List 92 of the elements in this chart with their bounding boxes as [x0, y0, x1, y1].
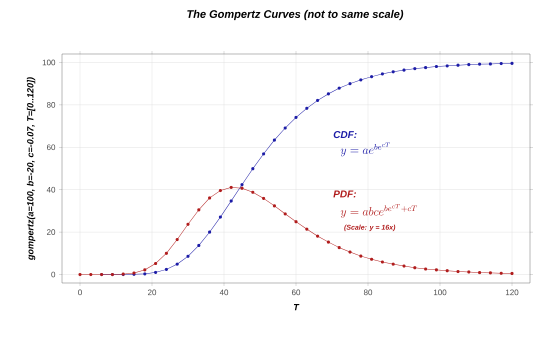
point	[434, 268, 438, 272]
point	[478, 271, 482, 274]
point	[392, 262, 395, 266]
point	[370, 75, 374, 78]
point	[197, 208, 200, 212]
point	[500, 272, 503, 275]
point	[510, 62, 514, 65]
x-tick-label: 120	[506, 290, 518, 296]
x-tick-label: 80	[364, 290, 372, 296]
x-tick-label: 0	[78, 290, 82, 296]
point	[359, 254, 362, 258]
point	[272, 204, 276, 208]
point	[316, 234, 320, 238]
point	[413, 67, 416, 70]
x-tick-label: 60	[292, 290, 300, 296]
point	[488, 62, 492, 66]
chart-title: The Gompertz Curves (not to same scale)	[187, 10, 404, 20]
point	[316, 98, 320, 102]
point	[456, 64, 460, 67]
point	[402, 68, 406, 72]
annotation: $y = abce^{be^{cT}+cT}$	[340, 204, 418, 218]
point	[359, 78, 362, 82]
y-tick-label: 100	[42, 60, 56, 66]
point	[154, 262, 158, 266]
point	[392, 70, 395, 74]
point	[251, 190, 254, 194]
y-tick-label: 40	[46, 186, 56, 193]
point	[446, 64, 449, 68]
point	[164, 268, 168, 271]
x-axis-title: T	[294, 304, 300, 310]
point	[294, 116, 298, 119]
point	[284, 212, 287, 216]
point	[186, 222, 190, 226]
point	[294, 220, 298, 224]
point	[338, 86, 341, 90]
annotation: PDF:	[333, 190, 356, 198]
point	[218, 189, 222, 192]
x-tick-label: 40	[220, 290, 228, 296]
point	[338, 246, 341, 250]
point	[326, 240, 330, 244]
point	[176, 262, 179, 266]
point	[424, 66, 428, 70]
point	[262, 196, 266, 200]
point	[348, 82, 352, 86]
point	[164, 252, 168, 255]
point	[240, 186, 244, 190]
point	[446, 269, 449, 272]
annotation: CDF:	[334, 131, 357, 138]
point	[380, 72, 384, 76]
y-axis-title: gompertz(a=100, b=-20, c=-0.07, T=[0..120])	[26, 77, 36, 260]
point	[186, 254, 190, 258]
point	[456, 270, 460, 274]
point	[510, 272, 514, 276]
point	[154, 270, 158, 274]
x-tick-label: 20	[148, 290, 156, 296]
point	[230, 186, 233, 189]
point	[143, 272, 146, 276]
point	[478, 62, 482, 66]
point	[208, 230, 212, 234]
point	[467, 63, 470, 66]
point	[208, 196, 212, 200]
point	[488, 271, 492, 274]
point	[500, 62, 503, 66]
point	[143, 268, 146, 272]
point	[272, 138, 276, 142]
point	[413, 266, 416, 270]
point	[197, 244, 200, 248]
y-tick-label: 80	[46, 102, 56, 108]
point	[284, 126, 287, 130]
point	[370, 258, 374, 261]
point	[251, 167, 254, 170]
y-tick-label: 60	[46, 144, 56, 150]
point	[467, 270, 470, 274]
point	[176, 238, 179, 242]
point	[434, 64, 438, 68]
point	[305, 106, 308, 110]
point	[240, 183, 244, 186]
point	[78, 272, 82, 276]
annotation: $y = ae^{be^{cT}}$	[340, 142, 390, 156]
point	[89, 272, 92, 276]
point	[348, 250, 352, 254]
point	[402, 264, 406, 268]
point	[218, 216, 222, 219]
point	[380, 260, 384, 264]
point	[326, 92, 330, 96]
y-tick-label: 0	[51, 272, 56, 278]
point	[424, 267, 428, 271]
point	[262, 152, 266, 156]
point	[230, 199, 233, 202]
y-tick-label: 20	[46, 229, 56, 235]
x-tick-label: 100	[434, 290, 446, 296]
point	[305, 228, 308, 231]
